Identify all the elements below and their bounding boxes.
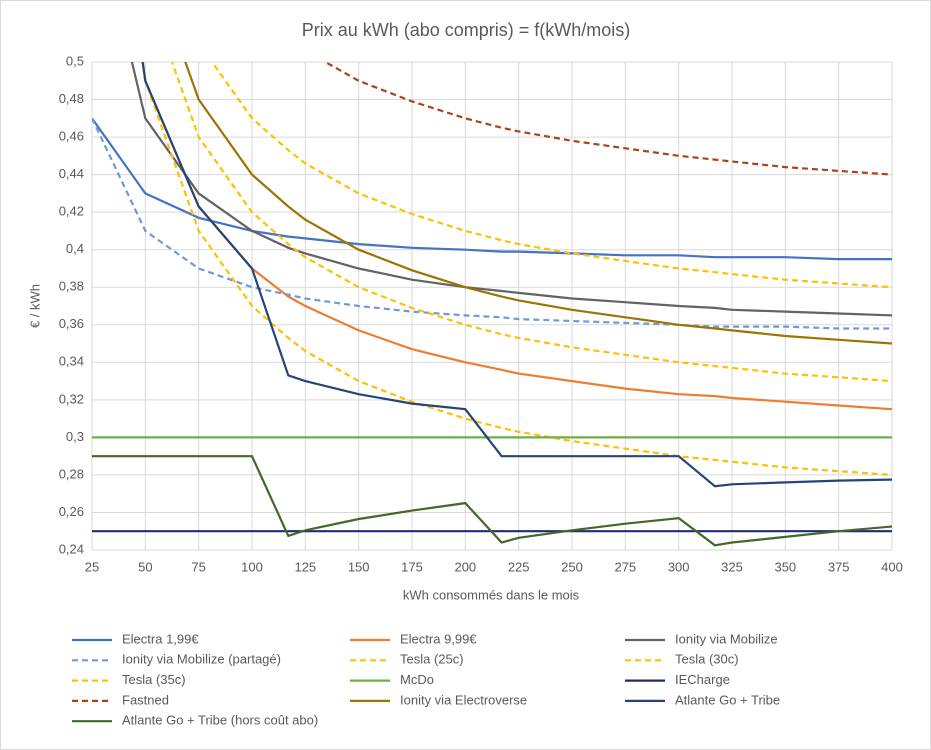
y-tick-label: 0,44 [59, 166, 84, 181]
series-line [130, 62, 892, 317]
legend-label: Tesla (35c) [122, 672, 186, 687]
legend-label: Tesla (25c) [400, 652, 464, 667]
x-tick-label: 150 [348, 559, 370, 574]
series-line [141, 62, 892, 488]
x-tick-label: 200 [454, 559, 476, 574]
y-tick-label: 0,26 [59, 504, 84, 519]
x-tick-label: 75 [191, 559, 205, 574]
legend-label: Fastned [122, 692, 169, 707]
y-tick-label: 0,42 [59, 204, 84, 219]
x-tick-label: 225 [508, 559, 530, 574]
series-line [184, 62, 892, 345]
x-tick-label: 50 [138, 559, 152, 574]
series-line [210, 62, 892, 289]
y-tick-label: 0,48 [59, 91, 84, 106]
x-tick-label: 250 [561, 559, 583, 574]
legend-label: Ionity via Mobilize [675, 631, 778, 646]
y-tick-label: 0,38 [59, 279, 84, 294]
x-tick-label: 375 [828, 559, 850, 574]
y-tick-label: 0,3 [66, 429, 84, 444]
legend-label: Tesla (30c) [675, 652, 739, 667]
x-axis-title: kWh consommés dans le mois [403, 587, 580, 602]
x-tick-label: 275 [614, 559, 636, 574]
y-tick-label: 0,4 [66, 241, 84, 256]
legend-label: Ionity via Electroverse [400, 692, 527, 707]
plot-area [92, 62, 892, 547]
legend-label: McDo [400, 672, 434, 687]
series-line [170, 62, 892, 383]
series-line [92, 455, 892, 547]
legend-label: IECharge [675, 672, 730, 687]
y-tick-label: 0,32 [59, 391, 84, 406]
legend-label: Electra 1,99€ [122, 631, 199, 646]
x-tick-label: 25 [85, 559, 99, 574]
y-tick-label: 0,5 [66, 53, 84, 68]
legend-label: Atlante Go + Tribe (hors coût abo) [122, 713, 318, 728]
y-tick-label: 0,46 [59, 129, 84, 144]
x-tick-label: 100 [241, 559, 263, 574]
y-tick-label: 0,28 [59, 466, 84, 481]
x-tick-label: 350 [774, 559, 796, 574]
legend-label: Atlante Go + Tribe [675, 692, 780, 707]
y-axis-title: € / kWh [27, 284, 42, 328]
x-tick-label: 175 [401, 559, 423, 574]
x-tick-label: 125 [294, 559, 316, 574]
x-tick-label: 400 [881, 559, 903, 574]
chart-title: Prix au kWh (abo compris) = f(kWh/mois) [302, 20, 631, 40]
legend-label: Electra 9,99€ [400, 631, 477, 646]
y-tick-label: 0,24 [59, 541, 84, 556]
series-line [141, 62, 892, 476]
x-tick-label: 300 [668, 559, 690, 574]
legend-label: Ionity via Mobilize (partagé) [122, 652, 281, 667]
x-tick-label: 325 [721, 559, 743, 574]
y-tick-label: 0,34 [59, 354, 84, 369]
y-tick-label: 0,36 [59, 316, 84, 331]
